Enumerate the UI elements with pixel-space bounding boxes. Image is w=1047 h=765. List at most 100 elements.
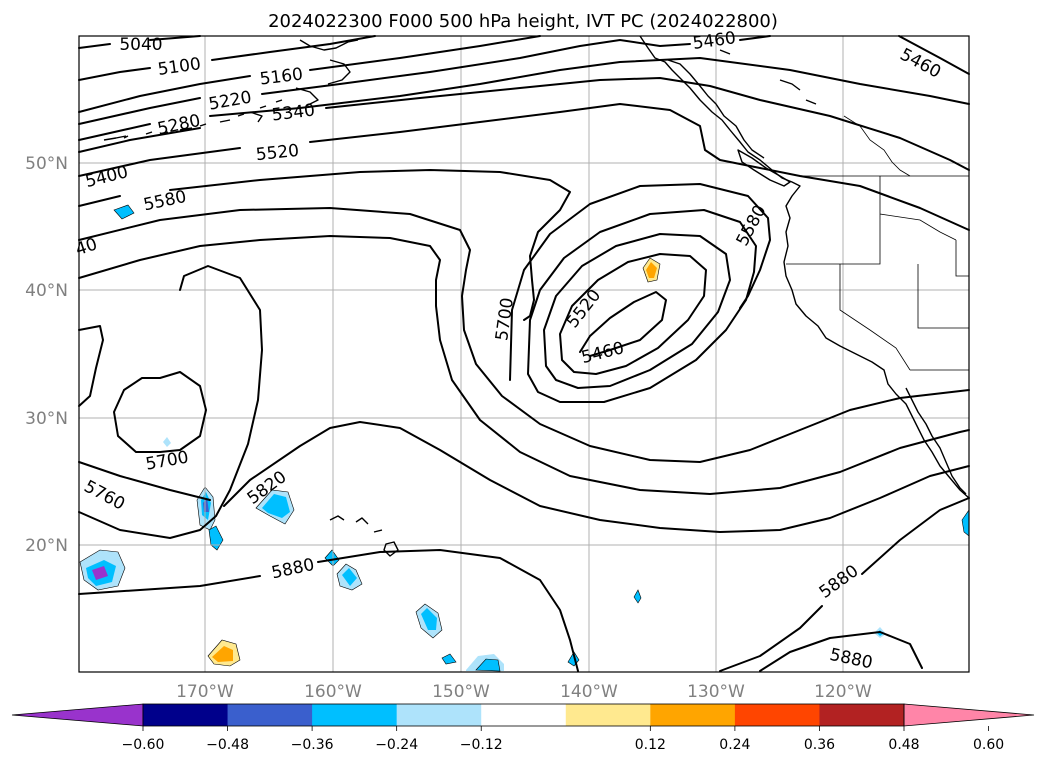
lat-label: 50°N <box>25 154 68 174</box>
contour-label: 5100 <box>156 54 202 80</box>
colorbar-segment <box>312 704 398 726</box>
contour-label: 5880 <box>816 561 863 603</box>
contour-label: 5700 <box>492 296 518 342</box>
ivt-positive-patch <box>212 646 233 662</box>
baja-coastline <box>905 387 967 495</box>
contour-label: 5460 <box>897 45 945 83</box>
ivt-negative-patch <box>324 549 340 567</box>
contour-label: 40 <box>73 234 100 260</box>
contour-label: 5580 <box>142 187 188 216</box>
colorbar-segment <box>227 704 313 726</box>
contour-line <box>78 549 579 672</box>
colorbar-tick-label: 0.12 <box>635 737 666 753</box>
contour-line <box>579 291 667 357</box>
ivt-negative-patch <box>475 658 501 672</box>
contour-label: 5280 <box>156 111 202 140</box>
contour-line <box>78 235 970 495</box>
ivt-negative-patch <box>633 589 642 604</box>
contour-line <box>543 233 731 389</box>
contour-label: 5340 <box>271 100 316 125</box>
graticule <box>79 36 969 672</box>
contour-label: 5040 <box>119 35 162 55</box>
contour-line <box>78 461 211 501</box>
coastlines <box>103 35 970 557</box>
colorbar-tick-label: −0.48 <box>206 737 249 753</box>
lon-label: 150°W <box>432 682 490 702</box>
lat-label: 20°N <box>25 536 68 556</box>
contour-line <box>527 209 757 403</box>
colorbar-extend-high <box>903 703 1035 727</box>
contour-line <box>78 265 263 539</box>
colorbar-segment <box>143 704 229 726</box>
ivt-positive-patch <box>646 262 657 278</box>
colorbar-tick-label: −0.60 <box>122 737 165 753</box>
contour-label: 5460 <box>691 28 737 54</box>
colorbar-tick-label: 0.36 <box>804 737 835 753</box>
lon-label: 120°W <box>814 682 872 702</box>
colorbar-segment <box>734 704 820 726</box>
longitude-labels: 170°W 160°W 150°W 140°W 130°W 120°W <box>176 682 872 702</box>
contour-label: 5400 <box>83 162 130 192</box>
colorbar-tick-label: 0.60 <box>973 737 1004 753</box>
contour-line <box>78 35 541 113</box>
ivt-negative-patch <box>262 494 290 518</box>
ivt-negative-patch <box>163 437 171 447</box>
contour-line <box>78 57 970 141</box>
colorbar: −0.60 −0.48 −0.36 −0.24 −0.12 0.12 0.24 0.36 0.4… <box>11 703 1035 753</box>
colorbar-extend-low <box>11 703 144 727</box>
colorbar-segment <box>819 704 905 726</box>
colorbar-tick-label: 0.48 <box>888 737 919 753</box>
contour-line <box>223 421 970 533</box>
contour-line <box>113 371 207 453</box>
north-america-coastline <box>639 35 970 499</box>
bc-islands <box>667 59 765 159</box>
contour-line <box>78 77 970 171</box>
contour-label: 5880 <box>828 645 874 674</box>
contour-label: 5160 <box>259 64 304 89</box>
ivt-negative-patch <box>342 568 357 586</box>
map-title: 2024022300 F000 500 hPa height, IVT PC (… <box>268 11 778 32</box>
contour-line <box>78 207 970 463</box>
colorbar-segment <box>650 704 736 726</box>
contour-line <box>509 183 771 381</box>
contour-label: 5520 <box>563 286 605 332</box>
colorbar-tick-label: −0.36 <box>291 737 334 753</box>
contour-label: 5760 <box>81 477 129 515</box>
ivt-negative-patch <box>113 204 135 220</box>
lat-label: 40°N <box>25 281 68 301</box>
alaska-peninsula-coast <box>103 39 359 141</box>
colorbar-tick-label: 0.24 <box>719 737 750 753</box>
hawaiian-islands <box>329 515 399 557</box>
ivt-negative-patch <box>92 566 108 580</box>
height-contours <box>78 35 970 672</box>
contour-line <box>559 253 707 375</box>
lon-label: 140°W <box>560 682 618 702</box>
lon-label: 170°W <box>176 682 234 702</box>
contour-line <box>78 325 104 407</box>
colorbar-frame <box>142 703 905 727</box>
contour-line <box>78 35 771 125</box>
contour-label: 5880 <box>270 555 316 584</box>
ivt-negative-patch <box>961 509 970 537</box>
ivt-shading <box>79 204 970 672</box>
contour-line <box>78 103 970 231</box>
contour-line <box>78 35 201 49</box>
lon-label: 160°W <box>304 682 362 702</box>
ivt-negative-patch <box>208 525 224 551</box>
contour-line <box>78 169 571 321</box>
contour-label: 5220 <box>207 87 253 114</box>
lon-label: 130°W <box>687 682 745 702</box>
ivt-negative-patch <box>421 608 437 630</box>
contour-line <box>78 35 376 81</box>
contour-label: 5520 <box>255 141 300 165</box>
contour-label: 5580 <box>733 202 771 250</box>
lat-label: 30°N <box>25 409 68 429</box>
map-frame <box>78 35 970 673</box>
colorbar-segment <box>396 704 482 726</box>
latitude-labels: 50°N 40°N 30°N 20°N <box>25 154 68 556</box>
state-borders <box>786 115 969 371</box>
contour-line <box>719 497 970 672</box>
colorbar-tick-label: −0.12 <box>460 737 503 753</box>
colorbar-segment <box>565 704 651 726</box>
contour-line <box>898 35 970 75</box>
